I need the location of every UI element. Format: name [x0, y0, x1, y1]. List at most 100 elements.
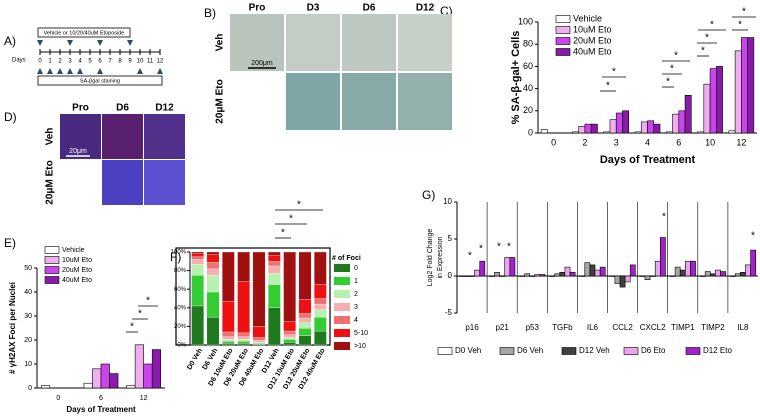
legend-swatch [334, 316, 350, 324]
bar [704, 271, 711, 277]
legend-label: 10uM Eto [62, 257, 92, 264]
bar [619, 275, 626, 288]
legend-label: 4 [354, 317, 358, 324]
legend-swatch [334, 303, 350, 311]
bar [685, 260, 691, 277]
bar-segment [268, 265, 281, 274]
bar [559, 271, 566, 277]
treatment-box [37, 27, 131, 38]
x-axis-label: Days of Treatment [66, 405, 136, 414]
significance-marker: * [281, 228, 285, 239]
y-axis-label: Log2 Fold Change [427, 229, 434, 287]
y-axis-label: in Expression [437, 236, 444, 278]
timeline-day: 2 [58, 59, 62, 65]
bar-segment [206, 268, 220, 276]
significance-marker: * [666, 77, 670, 88]
bar-segment [298, 322, 312, 329]
y-tick-label: 40 [24, 289, 32, 296]
bar-segment [314, 309, 327, 318]
bar [590, 123, 598, 134]
legend-swatch [44, 256, 60, 264]
legend-label: Vehicle [62, 247, 85, 254]
scale-bar-label: 20μm [69, 148, 87, 155]
y-tick-label: 10 [443, 197, 452, 206]
bar-segment [283, 342, 296, 346]
significance-marker: * [606, 81, 610, 92]
significance-marker: * [751, 231, 755, 242]
bar [615, 112, 623, 134]
x-tick-label: 6 [676, 137, 681, 147]
legend-swatch [334, 264, 350, 272]
x-tick-label: 12 [736, 137, 746, 147]
y-tick-label: 20 [24, 337, 32, 344]
legend-swatch [555, 48, 571, 56]
legend-swatch [334, 277, 350, 285]
legend-label: 40uM Eto [573, 46, 612, 56]
legend-swatch [44, 276, 60, 284]
panel-label: G) [422, 188, 435, 202]
legend-label: D0 Veh [455, 346, 481, 355]
y-tick-label: 100 [518, 16, 533, 26]
y-axis-label: % SA-β-gal+ Cells [510, 31, 522, 125]
staining-label: SA-βgal staining [80, 78, 120, 84]
micrograph-column-label: Pro [72, 103, 89, 114]
bar-segment [283, 339, 296, 343]
legend-swatch [499, 347, 515, 355]
bar-segment [252, 337, 266, 341]
bar [640, 121, 648, 134]
bar [678, 110, 686, 134]
bar-segment [252, 251, 266, 327]
timeline-day: 10 [137, 59, 144, 65]
bar [549, 275, 555, 277]
bar [594, 269, 601, 277]
timeline-day: 7 [108, 59, 112, 65]
x-tick-label: 2 [582, 137, 587, 147]
treatment-marker [97, 40, 103, 46]
bar [741, 37, 748, 134]
bar [529, 275, 536, 277]
micrograph [342, 14, 396, 71]
significance-marker: * [507, 242, 511, 253]
bar [519, 275, 525, 277]
x-tick-label: TGFb [552, 323, 573, 332]
significance-marker: * [146, 296, 150, 307]
legend-label: D6 Veh [517, 346, 543, 355]
bar-segment [298, 299, 312, 314]
bar [715, 269, 721, 277]
bar [740, 271, 746, 277]
bar-segment [283, 251, 296, 322]
x-tick-label: 0 [56, 395, 60, 402]
bar [634, 131, 642, 134]
panel-label: B) [204, 6, 216, 20]
timeline-day: 6 [98, 59, 102, 65]
treatment-marker [37, 40, 43, 46]
bar [653, 123, 661, 134]
bar [747, 37, 755, 134]
bar-segment [222, 301, 235, 333]
bar-segment [298, 251, 312, 300]
y-tick-label: 5 [448, 234, 453, 243]
bar-segment [191, 251, 204, 255]
scale-bar-label: 200μm [251, 60, 273, 67]
legend-swatch [334, 342, 350, 350]
micrograph [398, 73, 452, 130]
bar [654, 260, 661, 277]
bar [499, 275, 506, 277]
bar [109, 373, 119, 389]
bar [720, 271, 726, 277]
y-tick-label: 10 [24, 361, 32, 368]
timeline-day: 8 [118, 59, 122, 65]
staining-marker [157, 68, 163, 74]
bar [684, 94, 692, 134]
significance-marker: * [289, 214, 293, 225]
bar-segment [191, 259, 204, 265]
bar [644, 275, 651, 280]
bar [100, 363, 110, 389]
y-tick-label: 30 [24, 313, 32, 320]
legend-label: D12 Eto [703, 346, 732, 355]
bar [489, 275, 495, 277]
significance-marker: * [742, 7, 746, 18]
bar-segment [206, 254, 220, 263]
bar [40, 385, 51, 389]
